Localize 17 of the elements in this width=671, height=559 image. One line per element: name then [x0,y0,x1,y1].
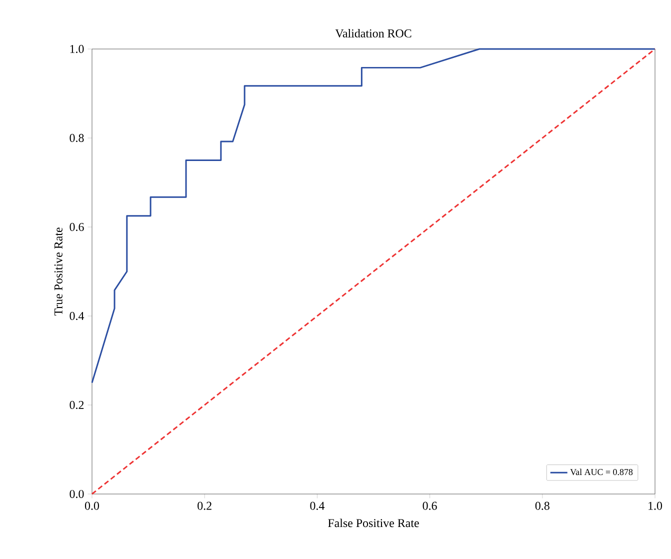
y-tick-label: 0.0 [70,490,84,498]
chart-title: Validation ROC [335,29,412,38]
y-tick-label: 0.8 [70,134,84,142]
y-tick-label: 1.0 [70,44,84,54]
y-tick-label: 0.6 [70,222,84,232]
y-axis-title: True Positive Rate [54,228,62,316]
y-tick-label: 0.2 [70,400,84,410]
x-tick-label: 1.0 [648,502,662,510]
x-axis-title: False Positive Rate [328,518,419,528]
legend-label: Val AUC = 0.878 [570,468,633,476]
y-tick-label: 0.4 [70,312,84,320]
x-tick-label: 0.0 [84,502,100,510]
x-tick-label: 0.8 [535,502,550,510]
line-series [91,48,656,384]
x-tick-label: 0.4 [310,502,324,510]
x-tick-label: 0.6 [422,502,437,510]
x-tick-label: 0.2 [198,502,212,510]
